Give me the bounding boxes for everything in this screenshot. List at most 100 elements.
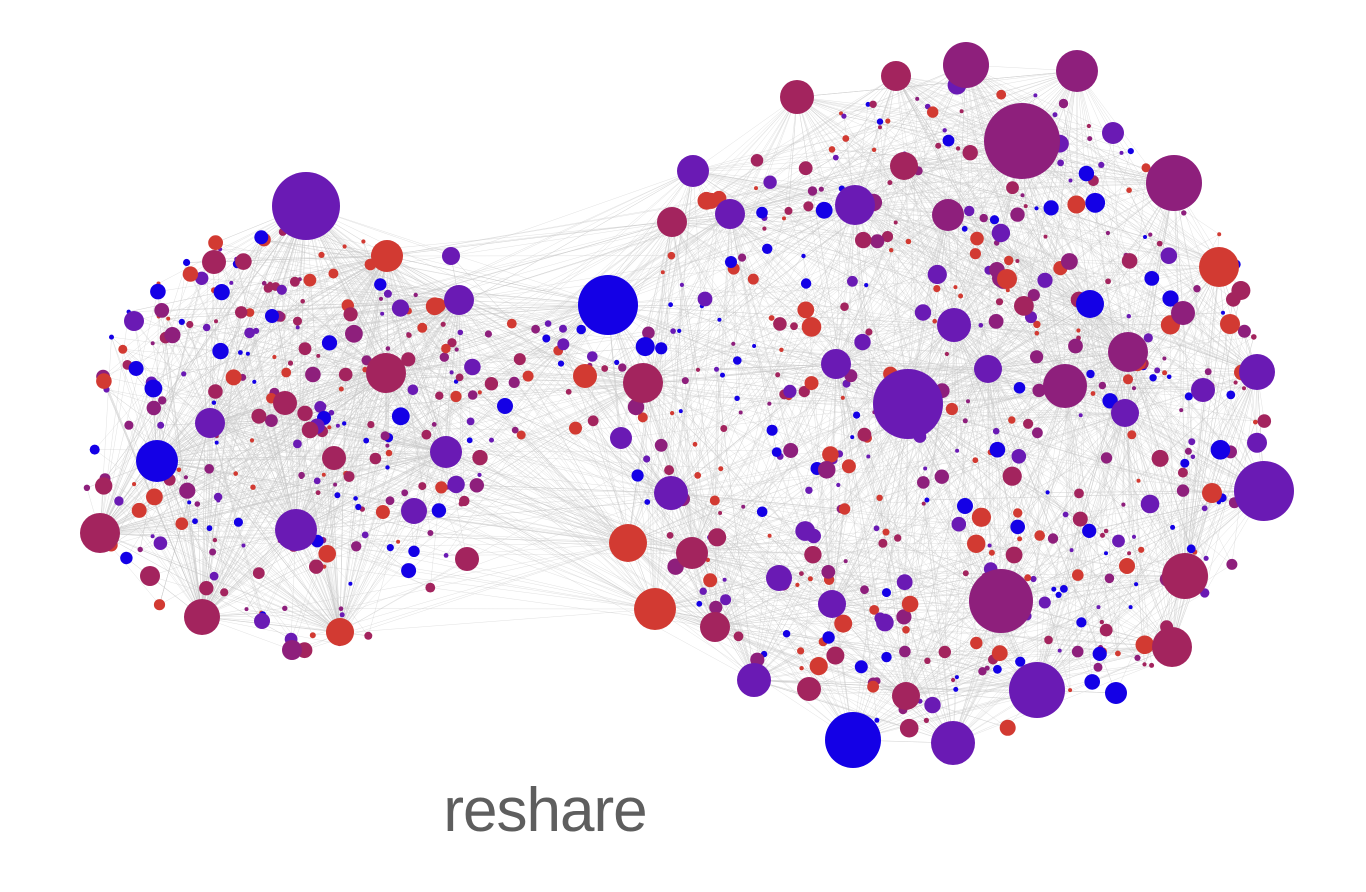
graph-node [915, 96, 920, 101]
graph-node [220, 588, 229, 597]
graph-node [158, 396, 167, 405]
graph-node [942, 128, 947, 133]
node-layer [80, 42, 1294, 768]
graph-node [841, 459, 856, 474]
graph-node [756, 506, 768, 518]
graph-node [1071, 645, 1084, 658]
graph-node [252, 379, 257, 384]
graph-node [1076, 290, 1104, 318]
graph-node [309, 559, 324, 574]
graph-node [181, 371, 187, 377]
graph-node [1191, 378, 1215, 402]
graph-node [321, 472, 326, 477]
graph-node [1085, 192, 1106, 213]
graph-node [836, 482, 841, 488]
graph-node [703, 573, 718, 588]
graph-node [818, 590, 846, 618]
graph-caption: reshare [443, 776, 647, 845]
graph-node [864, 283, 869, 288]
graph-node [1134, 582, 1139, 587]
graph-node [1160, 247, 1178, 264]
graph-node [194, 501, 201, 507]
graph-node [146, 488, 163, 506]
graph-node [807, 576, 813, 582]
graph-node [361, 239, 366, 244]
graph-node [425, 582, 436, 593]
graph-node [244, 607, 249, 612]
graph-node [229, 280, 234, 285]
graph-node [670, 328, 676, 334]
graph-node [1142, 662, 1147, 667]
graph-node [818, 186, 824, 192]
graph-node [245, 308, 255, 317]
graph-node [822, 631, 835, 644]
graph-node [204, 464, 214, 474]
graph-node [614, 359, 620, 365]
graph-node [1247, 432, 1267, 453]
graph-node [544, 320, 552, 327]
graph-node [876, 613, 894, 632]
graph-node [455, 547, 479, 571]
graph-node [531, 324, 540, 334]
graph-node [1037, 272, 1053, 288]
graph-node [297, 405, 313, 421]
graph-node [718, 511, 723, 515]
graph-node [289, 276, 300, 287]
graph-node [96, 373, 112, 389]
graph-node [508, 376, 520, 388]
graph-node [966, 399, 970, 404]
graph-node [522, 370, 534, 382]
graph-node [924, 657, 931, 664]
graph-node [865, 101, 871, 107]
graph-node [211, 400, 217, 405]
graph-node [699, 587, 707, 595]
graph-node [150, 283, 166, 300]
graph-node [118, 344, 128, 354]
graph-node [328, 268, 339, 279]
graph-node [878, 538, 888, 548]
graph-node [992, 427, 1000, 435]
graph-node [714, 366, 719, 372]
graph-node [798, 386, 810, 398]
graph-node [1221, 310, 1225, 315]
graph-node [1202, 483, 1222, 503]
graph-node [991, 223, 1011, 243]
graph-node [1009, 662, 1065, 718]
graph-node [1156, 240, 1163, 247]
graph-node [1044, 635, 1053, 645]
graph-node [375, 505, 390, 519]
graph-node [282, 640, 302, 660]
graph-node [815, 201, 833, 219]
graph-node [83, 484, 91, 491]
graph-node [801, 253, 806, 259]
graph-node [209, 548, 217, 556]
graph-node [199, 581, 214, 596]
graph-node [1220, 314, 1240, 334]
graph-node [338, 386, 344, 392]
graph-node [186, 320, 194, 329]
graph-node [1038, 596, 1051, 609]
graph-node [1010, 207, 1025, 222]
graph-node [175, 517, 189, 530]
graph-node [1134, 654, 1141, 662]
graph-node [132, 482, 137, 487]
graph-node [866, 454, 871, 459]
graph-node [718, 466, 724, 472]
graph-node [838, 503, 851, 515]
graph-node [783, 443, 799, 458]
graph-node [309, 632, 316, 639]
graph-node [1210, 440, 1231, 460]
graph-node [208, 235, 224, 251]
graph-node [212, 342, 229, 360]
graph-node [212, 537, 218, 543]
graph-node [467, 390, 478, 400]
graph-node [822, 446, 839, 463]
graph-node [974, 355, 1002, 383]
graph-node [1013, 382, 1026, 394]
graph-node [679, 282, 685, 287]
graph-node [767, 401, 772, 406]
graph-node [1056, 50, 1098, 92]
graph-node [383, 289, 392, 298]
graph-node [565, 388, 572, 395]
graph-node [305, 366, 321, 383]
